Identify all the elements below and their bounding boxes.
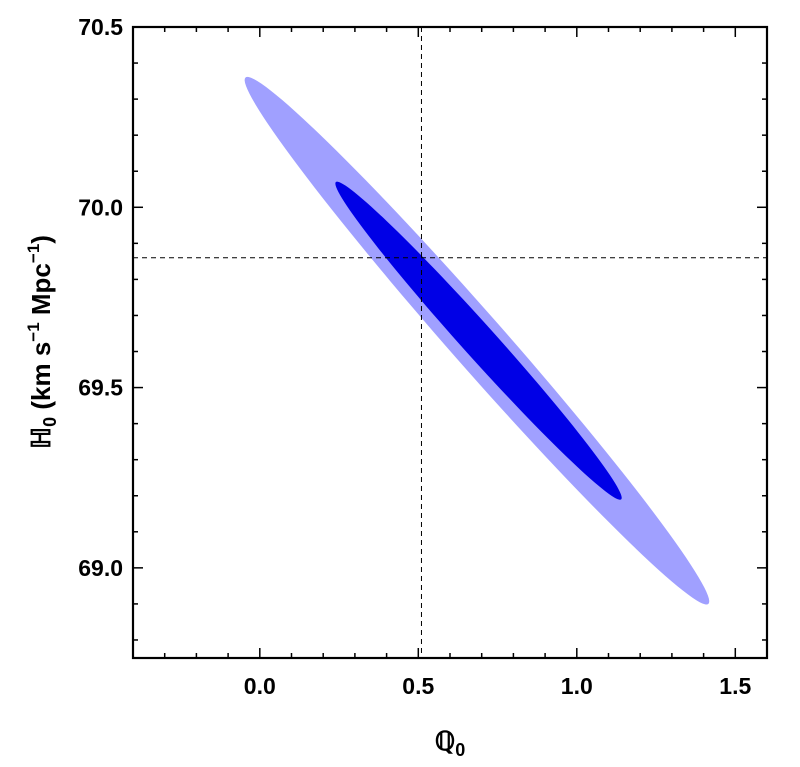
y-axis-label-sup2: −1	[24, 244, 43, 263]
y-tick-label: 69.0	[78, 555, 123, 581]
best-fit-crosshair	[133, 27, 767, 658]
y-tick-label: 70.5	[78, 14, 123, 40]
x-axis-label: ℚ0	[435, 726, 465, 760]
x-tick-label: 1.0	[561, 673, 593, 699]
y-axis-label-main: ℍ	[26, 427, 56, 449]
y-axis-label-unit-b: Mpc	[26, 263, 56, 322]
y-tick-label: 70.0	[78, 194, 123, 220]
confidence-region-1-sigma	[335, 181, 622, 500]
confidence-regions	[244, 76, 710, 605]
x-axis-label-sub: 0	[455, 740, 465, 760]
y-tick-labels: 69.0 69.5 70.0 70.5	[78, 14, 123, 581]
y-axis-label-sup1: −1	[24, 322, 43, 341]
x-tick-label: 1.5	[719, 673, 751, 699]
x-axis-label-main: ℚ	[435, 726, 455, 756]
y-axis-label-unit-a: (km s	[26, 342, 56, 417]
x-tick-label: 0.0	[244, 673, 276, 699]
x-tick-label: 0.5	[402, 673, 434, 699]
y-tick-label: 69.5	[78, 375, 123, 401]
x-tick-labels: 0.0 0.5 1.0 1.5	[244, 673, 752, 699]
y-axis-label-unit-c: )	[26, 235, 56, 244]
y-axis-label: ℍ0 (km s−1 Mpc−1)	[24, 235, 60, 449]
y-axis-label-sub: 0	[40, 417, 60, 427]
plot-frame	[131, 25, 769, 660]
